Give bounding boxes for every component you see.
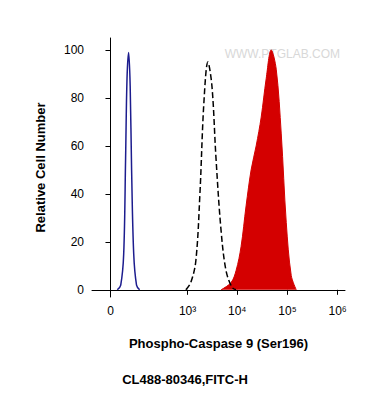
svg-text:10⁵: 10⁵: [278, 304, 296, 318]
svg-text:10⁶: 10⁶: [329, 304, 347, 318]
svg-text:60: 60: [71, 139, 85, 153]
svg-text:WWW.PTGLAB.COM: WWW.PTGLAB.COM: [225, 47, 340, 61]
svg-text:0: 0: [77, 283, 84, 297]
svg-text:20: 20: [71, 235, 85, 249]
svg-text:0: 0: [107, 304, 114, 318]
svg-text:40: 40: [71, 187, 85, 201]
svg-text:Phospho-Caspase 9 (Ser196): Phospho-Caspase 9 (Ser196): [129, 336, 308, 351]
svg-text:10⁴: 10⁴: [228, 304, 247, 318]
svg-text:CL488-80346,FITC-H: CL488-80346,FITC-H: [122, 372, 248, 387]
svg-text:80: 80: [71, 91, 85, 105]
svg-text:10³: 10³: [179, 304, 196, 318]
svg-text:100: 100: [64, 43, 84, 57]
svg-text:Relative Cell Number: Relative Cell Number: [33, 102, 48, 232]
